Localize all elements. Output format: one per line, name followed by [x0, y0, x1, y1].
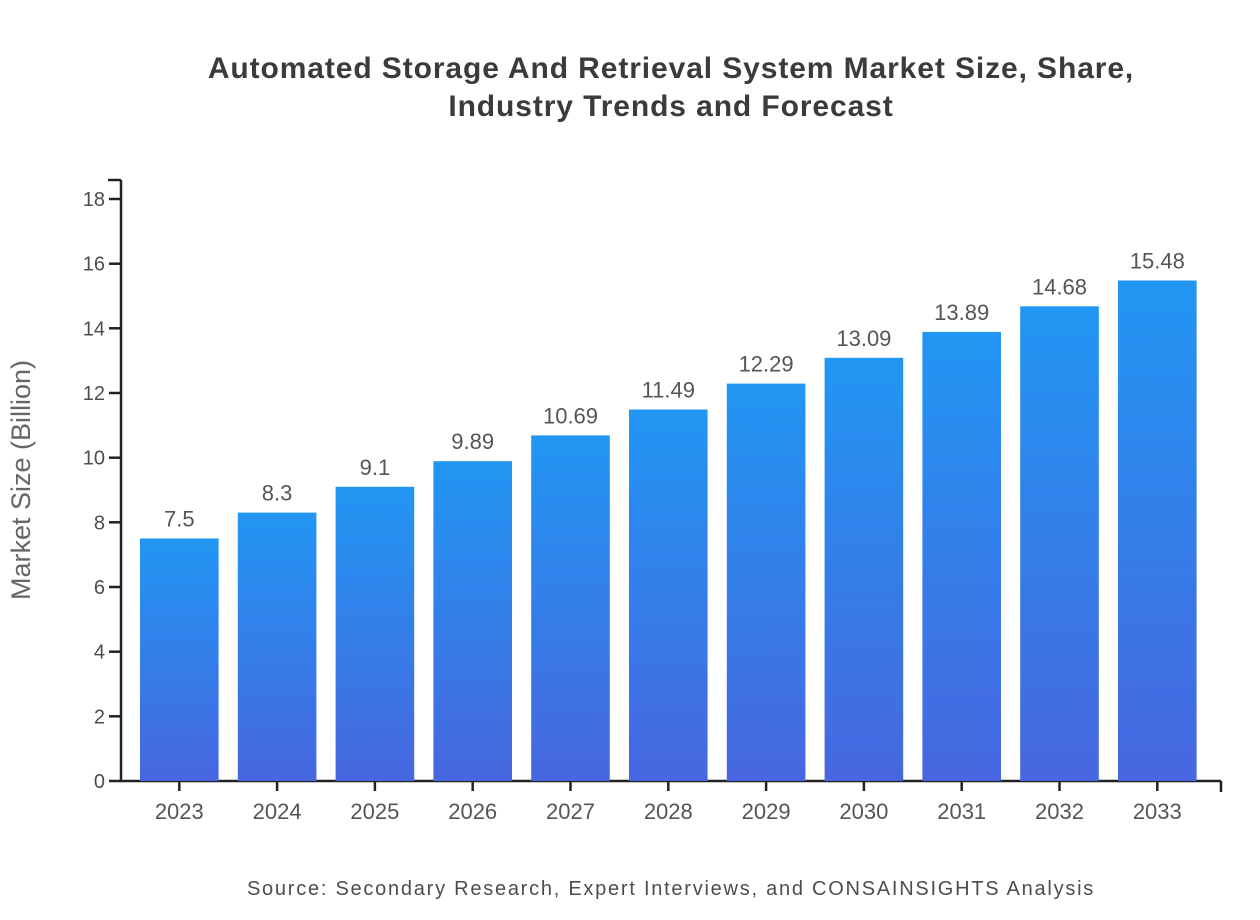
- svg-text:2033: 2033: [1133, 799, 1182, 824]
- svg-text:2032: 2032: [1035, 799, 1084, 824]
- svg-text:2029: 2029: [742, 799, 791, 824]
- svg-text:2024: 2024: [253, 799, 302, 824]
- svg-text:9.89: 9.89: [451, 429, 494, 454]
- svg-text:2: 2: [94, 706, 105, 728]
- svg-text:2023: 2023: [155, 799, 204, 824]
- svg-text:8.3: 8.3: [262, 481, 293, 506]
- svg-text:2028: 2028: [644, 799, 693, 824]
- svg-text:10.69: 10.69: [543, 403, 598, 428]
- svg-text:7.5: 7.5: [164, 507, 195, 532]
- svg-text:12.29: 12.29: [739, 352, 794, 377]
- svg-text:2025: 2025: [350, 799, 399, 824]
- svg-text:2027: 2027: [546, 799, 595, 824]
- svg-text:4: 4: [94, 642, 105, 664]
- svg-text:Market Size (Billion): Market Size (Billion): [6, 360, 36, 600]
- svg-text:13.89: 13.89: [934, 300, 989, 325]
- svg-text:18: 18: [83, 189, 105, 211]
- svg-text:6: 6: [94, 577, 105, 599]
- svg-text:9.1: 9.1: [360, 455, 391, 480]
- svg-text:2030: 2030: [839, 799, 888, 824]
- svg-text:8: 8: [94, 512, 105, 534]
- svg-text:11.49: 11.49: [642, 378, 695, 403]
- svg-text:12: 12: [83, 383, 105, 405]
- svg-text:2031: 2031: [937, 799, 986, 824]
- svg-text:15.48: 15.48: [1130, 249, 1185, 274]
- svg-text:0: 0: [94, 771, 105, 793]
- svg-text:14: 14: [83, 318, 105, 340]
- svg-text:10: 10: [83, 448, 105, 470]
- svg-text:16: 16: [83, 254, 105, 276]
- svg-text:13.09: 13.09: [836, 326, 891, 351]
- svg-text:14.68: 14.68: [1032, 274, 1087, 299]
- svg-text:2026: 2026: [448, 799, 497, 824]
